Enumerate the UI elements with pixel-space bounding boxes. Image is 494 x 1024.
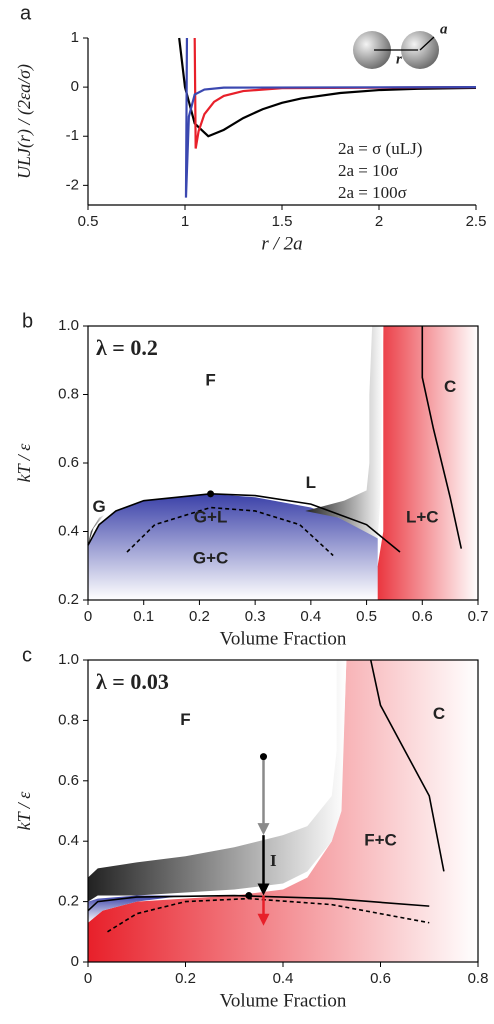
critical-point: [207, 490, 215, 498]
x-axis-label: r / 2a: [261, 233, 302, 254]
x-tick-label: 1.5: [272, 213, 293, 230]
series-line: [184, 37, 477, 198]
x-tick-label: 0.2: [189, 608, 210, 625]
inset-sphere: [353, 31, 391, 69]
x-tick-label: 1: [181, 213, 189, 230]
x-tick-label: 2: [375, 213, 383, 230]
x-tick-label: 0: [84, 970, 92, 987]
arrow-head: [257, 883, 270, 896]
x-tick-label: 0.7: [468, 608, 489, 625]
legend-entry: 2a = 100σ: [338, 183, 407, 202]
panel-letter: b: [22, 310, 33, 332]
region-label: C: [433, 704, 445, 723]
x-tick-label: 0.6: [412, 608, 433, 625]
region-label: G+C: [193, 548, 228, 567]
region-label: L: [306, 473, 316, 492]
x-tick-label: 0.3: [245, 608, 266, 625]
x-tick-label: 2.5: [466, 213, 487, 230]
region-label: L+C: [406, 507, 439, 526]
phase-boundary: [369, 659, 445, 872]
inset-arrow: [419, 36, 435, 51]
y-tick-label: 1: [71, 29, 79, 46]
y-tick-label: 0.4: [58, 832, 79, 849]
x-tick-label: 0.5: [78, 213, 99, 230]
phase-region: [88, 660, 478, 962]
x-tick-label: 0.1: [133, 608, 154, 625]
phase-region: [88, 660, 347, 902]
y-tick-label: 0.4: [58, 522, 79, 539]
y-axis-label: kT / ε: [14, 791, 34, 831]
y-tick-label: 0: [71, 78, 79, 95]
phase-boundary: [107, 897, 430, 933]
x-tick-label: 0.8: [468, 970, 489, 987]
phase-boundary: [126, 506, 334, 557]
series-line: [193, 37, 477, 149]
lambda-label: λ = 0.03: [96, 669, 169, 694]
y-tick-label: -2: [66, 176, 79, 193]
legend-entry: 2a = σ (uLJ): [338, 139, 422, 158]
y-axis-label: ULJ(r) / (2εa/σ): [14, 64, 35, 179]
x-tick-label: 0.5: [356, 608, 377, 625]
y-axis-label: kT / ε: [14, 443, 34, 483]
y-tick-label: 0.6: [58, 772, 79, 789]
panel-letter: c: [22, 644, 32, 666]
x-tick-label: 0.4: [273, 970, 294, 987]
inset-label: a: [440, 21, 448, 37]
y-tick-label: 0.8: [58, 711, 79, 728]
y-tick-label: 0.2: [58, 893, 79, 910]
phase-boundary: [421, 326, 463, 549]
critical-point: [245, 892, 253, 900]
x-tick-label: 0: [84, 608, 92, 625]
phase-region: [88, 895, 186, 923]
legend-entry: 2a = 10σ: [338, 161, 398, 180]
region-label: F: [180, 710, 190, 729]
lambda-label: λ = 0.2: [96, 335, 158, 360]
y-tick-label: 1.0: [58, 651, 79, 668]
phase-region: [88, 493, 378, 600]
x-axis-label: Volume Fraction: [220, 990, 347, 1011]
y-tick-label: 0: [71, 953, 79, 970]
x-axis-label: Volume Fraction: [220, 628, 347, 649]
phase-boundary: [87, 894, 430, 912]
y-tick-label: 0.6: [58, 454, 79, 471]
region-label: G: [93, 497, 106, 516]
x-tick-label: 0.2: [175, 970, 196, 987]
y-tick-label: 0.8: [58, 385, 79, 402]
inset-label: r: [396, 51, 402, 67]
region-label: F: [205, 370, 215, 389]
y-tick-label: 0.2: [58, 591, 79, 608]
critical-point: [260, 753, 267, 761]
y-tick-label: -1: [66, 127, 79, 144]
x-tick-label: 0.4: [300, 608, 321, 625]
panel-letter: a: [20, 2, 32, 24]
region-label: G+L: [194, 507, 228, 526]
phase-region: [305, 326, 384, 539]
x-tick-label: 0.6: [370, 970, 391, 987]
region-label: I: [270, 851, 277, 870]
arrow-head: [257, 823, 270, 836]
y-tick-label: 1.0: [58, 317, 79, 334]
phase-region: [366, 326, 478, 600]
arrow-head: [257, 913, 270, 926]
region-label: F+C: [364, 831, 397, 850]
region-label: C: [444, 377, 456, 396]
